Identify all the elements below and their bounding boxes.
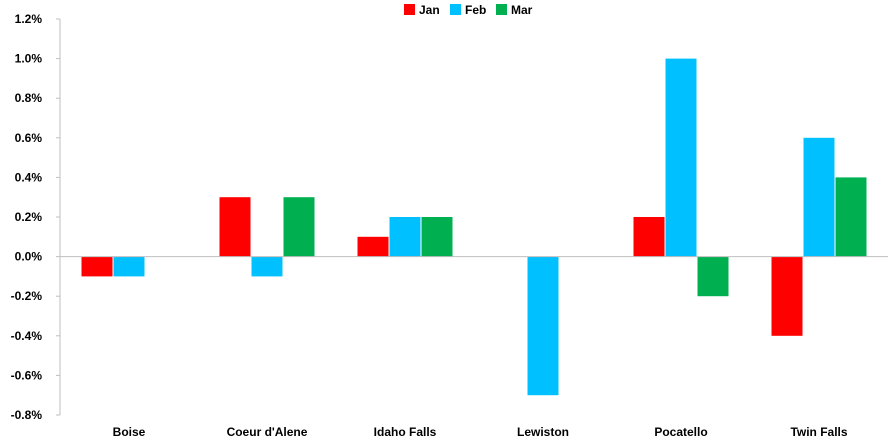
x-category-label: Idaho Falls <box>374 425 437 439</box>
bar-feb-boise <box>113 256 145 277</box>
legend-swatch-jan <box>404 4 415 15</box>
y-tick-label: 0.4% <box>15 170 43 184</box>
x-axis: Boise Coeur d'Alene Idaho Falls Lewiston Poc… <box>60 256 888 439</box>
legend-label-feb: Feb <box>465 3 486 17</box>
bar-feb-coeur-d-alene <box>251 256 283 277</box>
x-category-label: Pocatello <box>654 425 707 439</box>
y-tick-label: -0.4% <box>11 329 43 343</box>
y-tick-label: 1.0% <box>15 52 43 66</box>
x-category-label: Coeur d'Alene <box>227 425 308 439</box>
y-tick-label: 0.0% <box>15 250 43 264</box>
bars <box>81 58 867 396</box>
y-tick-label: 0.2% <box>15 210 43 224</box>
bar-jan-pocatello <box>633 217 665 257</box>
bar-mar-idaho-falls <box>421 217 453 257</box>
legend-swatch-mar <box>496 4 507 15</box>
y-tick-label: -0.2% <box>11 289 43 303</box>
bar-feb-idaho-falls <box>389 217 421 257</box>
bar-feb-twin-falls <box>803 137 835 257</box>
y-tick-label: -0.6% <box>11 368 43 382</box>
legend-swatch-feb <box>450 4 461 15</box>
y-tick-label: 0.8% <box>15 91 43 105</box>
y-tick-label: 0.6% <box>15 131 43 145</box>
legend-label-jan: Jan <box>419 3 440 17</box>
bar-jan-idaho-falls <box>357 236 389 257</box>
x-category-label: Lewiston <box>517 425 569 439</box>
legend-label-mar: Mar <box>511 3 533 17</box>
y-tick-label: -0.8% <box>11 408 43 422</box>
bar-mar-twin-falls <box>835 177 867 257</box>
y-axis: -0.8% -0.6% -0.4% -0.2% 0.0% 0.2% 0.4% 0.6% 0.8%… <box>11 12 61 422</box>
bar-jan-boise <box>81 256 113 277</box>
bar-mar-pocatello <box>697 256 729 297</box>
x-category-label: Twin Falls <box>790 425 847 439</box>
y-tick-label: 1.2% <box>15 12 43 26</box>
bar-jan-coeur-d-alene <box>219 197 251 257</box>
chart-legend: Jan Feb Mar <box>404 3 533 17</box>
bar-feb-pocatello <box>665 58 697 257</box>
x-category-label: Boise <box>113 425 146 439</box>
bar-mar-coeur-d-alene <box>283 197 315 257</box>
bar-feb-lewiston <box>527 256 559 396</box>
bar-jan-twin-falls <box>771 256 803 336</box>
